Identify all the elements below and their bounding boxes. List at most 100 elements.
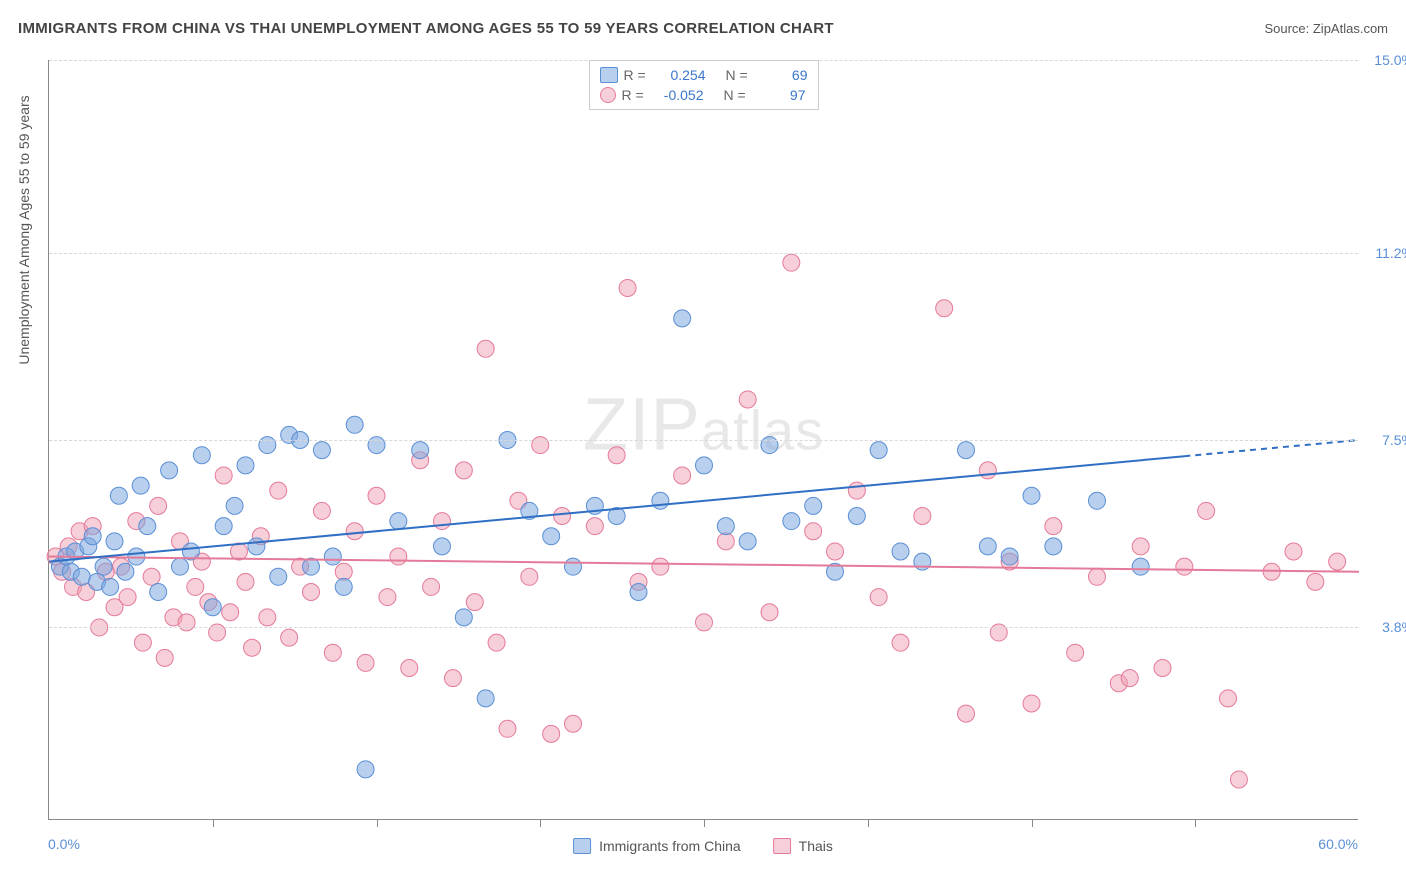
data-point [958,705,975,722]
data-point [324,644,341,661]
series-legend: Immigrants from China Thais [573,838,833,854]
data-point [619,280,636,297]
n-label: N = [726,67,750,83]
x-tick [540,819,541,827]
data-point [390,548,407,565]
data-point [303,558,320,575]
data-point [936,300,953,317]
y-tick-label: 7.5% [1382,432,1406,448]
data-point [346,523,363,540]
data-point [434,513,451,530]
data-point [313,502,330,519]
n-value-pink: 97 [754,87,806,103]
data-point [1220,690,1237,707]
data-point [237,573,254,590]
data-point [805,497,822,514]
data-point [805,523,822,540]
data-point [1023,695,1040,712]
blue-square-icon [573,838,591,854]
data-point [313,442,330,459]
pink-square-icon [773,838,791,854]
data-point [979,462,996,479]
data-point [565,715,582,732]
data-point [357,654,374,671]
n-label: N = [724,87,748,103]
data-point [172,558,189,575]
r-label: R = [624,67,648,83]
grid-line [49,627,1358,628]
x-max-label: 60.0% [1318,836,1358,852]
data-point [674,310,691,327]
data-point [134,634,151,651]
data-point [143,568,160,585]
pink-swatch-icon [600,87,616,103]
data-point [674,467,691,484]
data-point [652,558,669,575]
data-point [117,563,134,580]
data-point [106,533,123,550]
data-point [870,589,887,606]
data-point [226,497,243,514]
data-point [455,609,472,626]
data-point [652,492,669,509]
x-tick [868,819,869,827]
data-point [335,578,352,595]
data-point [783,513,800,530]
data-point [892,634,909,651]
chart-title: IMMIGRANTS FROM CHINA VS THAI UNEMPLOYME… [18,20,834,37]
data-point [444,670,461,687]
data-point [270,568,287,585]
data-point [161,462,178,479]
data-point [357,761,374,778]
y-axis-label: Unemployment Among Ages 55 to 59 years [16,30,32,430]
data-point [248,538,265,555]
data-point [204,599,221,616]
r-value-pink: -0.052 [652,87,704,103]
header: IMMIGRANTS FROM CHINA VS THAI UNEMPLOYME… [18,20,1388,37]
x-min-label: 0.0% [48,836,80,852]
data-point [1176,558,1193,575]
data-point [84,528,101,545]
data-point [565,558,582,575]
x-tick [704,819,705,827]
data-point [73,568,90,585]
data-point [1198,502,1215,519]
data-point [1045,518,1062,535]
y-tick-label: 3.8% [1382,619,1406,635]
legend-pink-label: Thais [799,838,833,854]
data-point [379,589,396,606]
grid-line [49,253,1358,254]
data-point [95,558,112,575]
data-point [150,497,167,514]
data-point [412,442,429,459]
x-tick [1032,819,1033,827]
trend-line [49,557,1359,572]
legend-row-pink: R = -0.052 N = 97 [600,85,808,105]
data-point [1089,568,1106,585]
data-point [696,457,713,474]
data-point [1045,538,1062,555]
data-point [477,690,494,707]
data-point [739,533,756,550]
data-point [132,477,149,494]
data-point [187,578,204,595]
legend-item-blue: Immigrants from China [573,838,741,854]
x-tick [1195,819,1196,827]
data-point [423,578,440,595]
correlation-legend: R = 0.254 N = 69 R = -0.052 N = 97 [589,60,819,110]
data-point [499,720,516,737]
data-point [193,447,210,464]
data-point [1121,670,1138,687]
data-point [139,518,156,535]
data-point [892,543,909,560]
legend-item-pink: Thais [773,838,833,854]
n-value-blue: 69 [756,67,808,83]
data-point [1089,492,1106,509]
y-tick-label: 15.0% [1374,52,1406,68]
data-point [543,528,560,545]
data-point [717,518,734,535]
data-point [368,487,385,504]
trend-line-dashed [1184,440,1359,456]
data-point [586,518,603,535]
data-point [739,391,756,408]
